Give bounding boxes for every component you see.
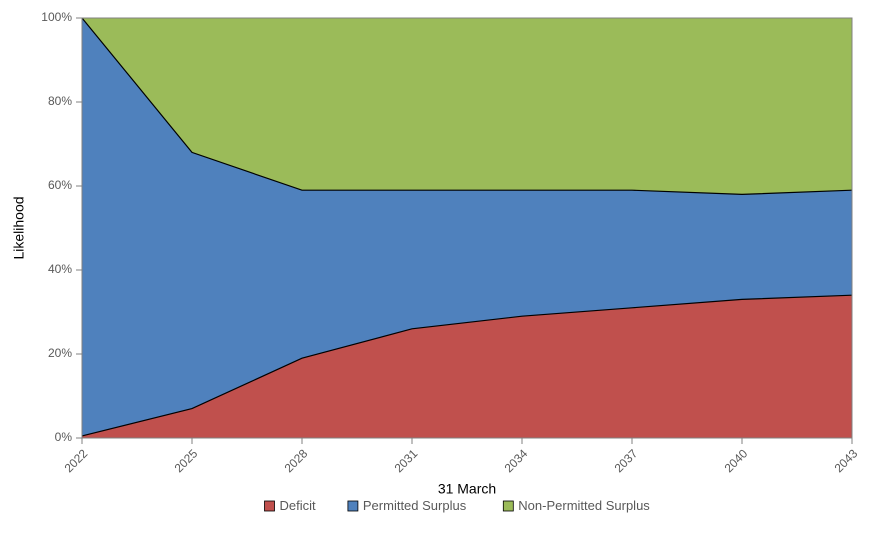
- y-tick-label: 60%: [48, 178, 72, 192]
- legend-swatch-deficit: [265, 501, 275, 511]
- y-tick-label: 100%: [41, 10, 72, 24]
- legend-label-permitted: Permitted Surplus: [363, 498, 467, 513]
- y-axis-title: Likelihood: [11, 196, 27, 259]
- chart-svg: 0%20%40%60%80%100%Likelihood202220252028…: [0, 0, 876, 534]
- y-tick-label: 40%: [48, 262, 72, 276]
- legend-swatch-nonpermitted: [503, 501, 513, 511]
- legend-label-nonpermitted: Non-Permitted Surplus: [518, 498, 650, 513]
- legend-label-deficit: Deficit: [280, 498, 317, 513]
- y-tick-label: 20%: [48, 346, 72, 360]
- y-tick-label: 0%: [55, 430, 73, 444]
- likelihood-area-chart: 0%20%40%60%80%100%Likelihood202220252028…: [0, 0, 876, 534]
- x-axis-title: 31 March: [438, 481, 496, 497]
- legend-swatch-permitted: [348, 501, 358, 511]
- y-tick-label: 80%: [48, 94, 72, 108]
